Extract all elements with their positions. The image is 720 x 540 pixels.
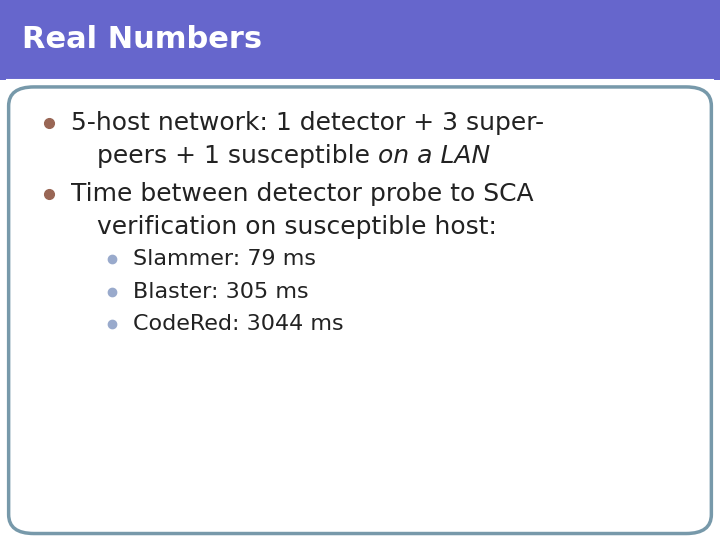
FancyBboxPatch shape: [9, 87, 711, 534]
Text: Blaster: 305 ms: Blaster: 305 ms: [133, 281, 309, 302]
Text: peers + 1 susceptible: peers + 1 susceptible: [97, 144, 378, 167]
Text: CodeRed: 3044 ms: CodeRed: 3044 ms: [133, 314, 344, 334]
Text: Slammer: 79 ms: Slammer: 79 ms: [133, 249, 316, 269]
Text: on a LAN: on a LAN: [378, 144, 490, 167]
Text: 5-host network: 1 detector + 3 super-: 5-host network: 1 detector + 3 super-: [71, 111, 544, 135]
Text: verification on susceptible host:: verification on susceptible host:: [97, 215, 497, 239]
Text: Real Numbers: Real Numbers: [22, 25, 262, 55]
Bar: [0, 0, 720, 80]
Text: Time between detector probe to SCA: Time between detector probe to SCA: [71, 183, 534, 206]
